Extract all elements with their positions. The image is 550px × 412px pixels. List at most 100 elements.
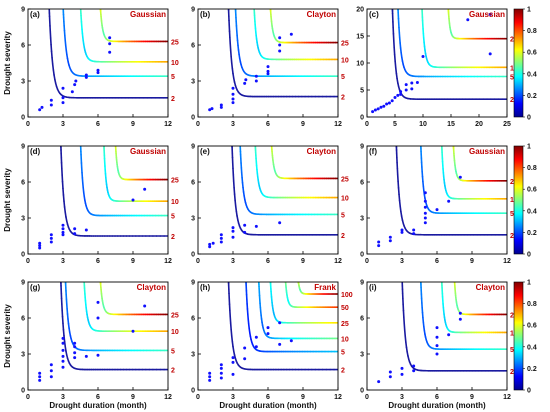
data-point xyxy=(219,233,223,237)
data-point xyxy=(231,360,235,364)
data-point xyxy=(435,208,439,212)
x-tick-label: 9 xyxy=(470,394,474,401)
x-tick-label: 3 xyxy=(61,258,65,265)
y-tick-label: 0 xyxy=(191,388,195,395)
contour-segment xyxy=(230,55,233,64)
data-point xyxy=(131,329,135,333)
contour-segment xyxy=(234,199,237,207)
data-point xyxy=(400,230,404,234)
x-axis-label: Drought duration (month) xyxy=(388,401,486,410)
data-point xyxy=(415,80,419,84)
colorbar-tick-label: 0.6 xyxy=(527,187,537,194)
data-point xyxy=(38,371,42,375)
contour-segment xyxy=(51,57,54,65)
data-point xyxy=(379,105,383,109)
data-point xyxy=(278,221,282,225)
contour-segment xyxy=(62,328,65,337)
data-point xyxy=(49,363,53,367)
colorbar-tick-label: 0.6 xyxy=(527,323,537,330)
x-tick-label: 3 xyxy=(61,394,65,401)
x-tick-label: 6 xyxy=(266,394,270,401)
return-period-label: 5 xyxy=(171,214,175,221)
data-point xyxy=(49,103,53,107)
contour-segment xyxy=(397,187,400,196)
data-point xyxy=(96,71,100,75)
data-point xyxy=(410,81,414,85)
contour-segment xyxy=(50,50,53,59)
data-point xyxy=(61,223,65,227)
data-point xyxy=(399,92,403,96)
data-point xyxy=(371,110,375,114)
y-tick-label: 9 xyxy=(21,144,25,151)
return-period-label: 2 xyxy=(171,234,175,241)
return-period-label: 5 xyxy=(510,211,514,218)
return-period-label: 2 xyxy=(510,97,514,104)
data-point xyxy=(404,83,408,87)
x-tick-label: 12 xyxy=(334,258,342,265)
colorbar-tick-label: 0 xyxy=(527,252,531,259)
return-period-label: 10 xyxy=(171,199,179,206)
data-point xyxy=(219,371,223,375)
contour-lines xyxy=(395,146,507,236)
x-tick-label: 6 xyxy=(96,258,100,265)
panel-label: (d) xyxy=(30,147,41,156)
data-point xyxy=(278,43,282,47)
contour-lines xyxy=(227,282,338,371)
data-point xyxy=(231,97,235,101)
data-point xyxy=(435,326,439,330)
data-point xyxy=(73,232,77,236)
y-tick-label: 0 xyxy=(21,115,25,122)
copula-label: Clayton xyxy=(307,10,336,19)
data-point xyxy=(143,187,147,191)
x-axis-label: Drought duration (month) xyxy=(49,401,147,410)
data-point xyxy=(61,336,65,340)
x-tick-label: 12 xyxy=(503,258,511,265)
copula-label: Gaussian xyxy=(130,10,166,19)
contour-segment xyxy=(63,206,67,214)
contour-segment xyxy=(234,205,238,213)
return-period-label: 25 xyxy=(171,312,179,319)
data-point xyxy=(396,93,400,97)
data-point xyxy=(219,366,223,370)
x-tick-label: 9 xyxy=(301,121,305,128)
x-tick-label: 3 xyxy=(400,258,404,265)
data-point xyxy=(61,101,65,105)
colorbar-tick-label: 0.2 xyxy=(527,93,537,100)
y-tick-label: 3 xyxy=(21,352,25,359)
contour-lines xyxy=(48,9,168,99)
y-tick-label: 3 xyxy=(360,352,364,359)
data-point xyxy=(400,228,404,232)
colorbar-tick-label: 0.6 xyxy=(527,50,537,57)
data-point xyxy=(390,99,394,103)
data-point xyxy=(49,375,53,379)
colorbar xyxy=(513,145,524,255)
data-point xyxy=(219,105,223,109)
y-axis-label: Drought severity xyxy=(3,304,12,368)
data-point xyxy=(219,376,223,380)
data-point xyxy=(219,363,223,367)
copula-label: Gaussian xyxy=(469,10,505,19)
data-point xyxy=(254,345,258,349)
copula-label: Clayton xyxy=(476,283,505,292)
data-point xyxy=(423,191,427,195)
colorbar-tick-label: 1 xyxy=(527,144,531,151)
data-point xyxy=(488,12,492,16)
data-point xyxy=(377,380,381,384)
data-point xyxy=(423,205,427,209)
axes-frame xyxy=(366,8,508,118)
data-point xyxy=(61,354,65,358)
data-point xyxy=(73,351,77,355)
data-point xyxy=(458,175,462,179)
return-period-label: 5 xyxy=(341,350,345,357)
y-tick-label: 5 xyxy=(360,88,364,95)
return-period-label: 5 xyxy=(341,212,345,219)
x-tick-label: 9 xyxy=(131,258,135,265)
x-tick-label: 12 xyxy=(334,121,342,128)
data-point xyxy=(388,375,392,379)
y-tick-label: 6 xyxy=(21,43,25,50)
return-period-label: 5 xyxy=(510,75,514,82)
data-point xyxy=(385,102,389,106)
